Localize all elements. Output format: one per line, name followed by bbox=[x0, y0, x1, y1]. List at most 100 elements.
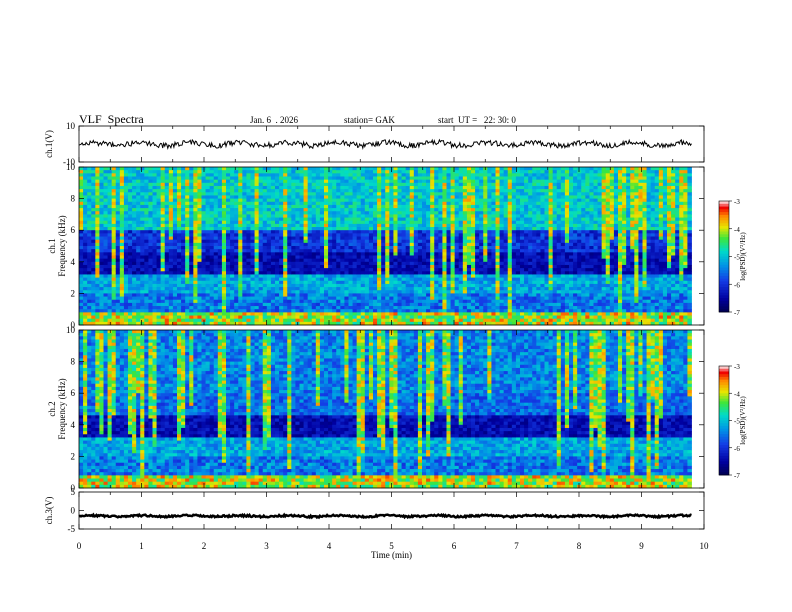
spectrogram-cell bbox=[434, 208, 439, 212]
spectrogram-cell bbox=[405, 277, 411, 282]
spectrogram-cell bbox=[221, 214, 227, 218]
spectrogram-cell bbox=[107, 264, 113, 269]
spectrogram-cell bbox=[87, 274, 92, 278]
spectrogram-cell bbox=[471, 167, 476, 171]
spectrogram-cell bbox=[148, 315, 153, 320]
spectrogram-cell bbox=[201, 306, 206, 310]
spectrogram-cell bbox=[164, 261, 170, 266]
spectrogram-cell bbox=[458, 189, 464, 193]
spectrogram-cell bbox=[401, 195, 407, 199]
spectrogram-cell bbox=[87, 246, 92, 250]
spectrogram-cell bbox=[205, 312, 211, 316]
spectrogram-cell bbox=[466, 309, 472, 313]
spectrogram-cell bbox=[409, 318, 415, 323]
spectrogram-cell bbox=[458, 302, 464, 307]
spectrogram-cell bbox=[136, 227, 141, 231]
spectrogram-cell bbox=[230, 271, 235, 275]
spectrogram-cell bbox=[172, 242, 178, 247]
spectrogram-cell bbox=[172, 321, 178, 326]
spectrogram-cell bbox=[299, 318, 304, 323]
spectrogram-cell bbox=[405, 167, 411, 171]
spectrogram-cell bbox=[197, 312, 202, 316]
spectrogram-cell bbox=[450, 318, 456, 323]
spectrogram-cell bbox=[111, 268, 117, 272]
spectrogram-cell bbox=[417, 173, 423, 177]
spectrogram-cell bbox=[205, 230, 211, 234]
spectrogram-cell bbox=[303, 173, 309, 177]
spectrogram-cell bbox=[466, 204, 472, 209]
spectrogram-cell bbox=[373, 293, 378, 297]
spectrogram-cell bbox=[471, 296, 476, 301]
spectrogram-cell bbox=[103, 306, 108, 310]
spectrogram-cell bbox=[140, 211, 145, 215]
spectrogram-cell bbox=[385, 208, 390, 212]
spectrogram-cell bbox=[164, 176, 170, 181]
spectrogram-cell bbox=[205, 189, 211, 193]
spectrogram-cell bbox=[454, 195, 460, 199]
spectrogram-cell bbox=[168, 246, 174, 250]
spectrogram-cell bbox=[454, 302, 460, 307]
spectrogram-cell bbox=[426, 182, 431, 187]
spectrogram-cell bbox=[177, 315, 182, 320]
spectrogram-cell bbox=[87, 227, 92, 231]
spectrogram-cell bbox=[324, 255, 329, 260]
spectrogram-cell bbox=[426, 185, 431, 190]
spectrogram-cell bbox=[324, 173, 329, 177]
spectrogram-cell bbox=[417, 195, 423, 199]
spectrogram-cell bbox=[409, 246, 415, 250]
ch1-spectrogram bbox=[79, 167, 692, 326]
spectrogram-cell bbox=[479, 306, 484, 310]
spectrogram-cell bbox=[221, 296, 227, 301]
spectrogram-cell bbox=[360, 198, 366, 203]
spectrogram-cell bbox=[156, 258, 162, 263]
spectrogram-cell bbox=[401, 252, 407, 256]
spectrogram-cell bbox=[128, 277, 133, 282]
spectrogram-cell bbox=[99, 302, 104, 307]
spectrogram-cell bbox=[79, 283, 84, 288]
spectrogram-cell bbox=[385, 176, 390, 181]
spectrogram-cell bbox=[442, 223, 447, 228]
spectrogram-cell bbox=[250, 302, 255, 307]
spectrogram-cell bbox=[279, 268, 284, 272]
spectrogram-cell bbox=[360, 277, 366, 282]
spectrogram-cell bbox=[483, 268, 488, 272]
spectrogram-cell bbox=[250, 309, 255, 313]
spectrogram-cell bbox=[205, 249, 211, 253]
spectrogram-cell bbox=[226, 252, 231, 256]
spectrogram-cell bbox=[250, 293, 255, 297]
spectrogram-cell bbox=[405, 258, 411, 263]
spectrogram-cell bbox=[107, 201, 113, 206]
spectrogram-cell bbox=[291, 280, 296, 285]
spectrogram-cell bbox=[270, 315, 276, 320]
spectrogram-cell bbox=[144, 201, 149, 206]
spectrogram-cell bbox=[385, 214, 390, 218]
spectrogram-cell bbox=[107, 296, 113, 301]
spectrogram-cell bbox=[152, 204, 157, 209]
spectrogram-cell bbox=[168, 236, 174, 241]
spectrogram-cell bbox=[275, 296, 280, 301]
spectrogram-cell bbox=[360, 223, 366, 228]
spectrogram-cell bbox=[381, 217, 386, 222]
spectrogram-cell bbox=[389, 182, 394, 187]
spectrogram-cell bbox=[381, 258, 386, 263]
spectrogram-cell bbox=[226, 296, 231, 301]
spectrogram-cell bbox=[475, 252, 480, 256]
spectrogram-cell bbox=[91, 189, 96, 193]
spectrogram-cell bbox=[262, 208, 268, 212]
spectrogram-cell bbox=[479, 264, 484, 269]
spectrogram-cell bbox=[291, 236, 296, 241]
spectrogram-cell bbox=[172, 296, 178, 301]
spectrogram-cell bbox=[356, 220, 362, 225]
spectrogram-cell bbox=[413, 220, 419, 225]
spectrogram-cell bbox=[213, 189, 219, 193]
spectrogram-cell bbox=[270, 255, 276, 260]
spectrogram-cell bbox=[177, 274, 182, 278]
spectrogram-cell bbox=[193, 242, 198, 247]
spectrogram-cell bbox=[156, 179, 162, 184]
spectrogram-cell bbox=[287, 217, 292, 222]
spectrogram-cell bbox=[95, 280, 100, 285]
spectrogram-cell bbox=[87, 315, 92, 320]
spectrogram-cell bbox=[483, 176, 488, 181]
spectrogram-cell bbox=[79, 315, 84, 320]
spectrogram-cell bbox=[197, 246, 202, 250]
